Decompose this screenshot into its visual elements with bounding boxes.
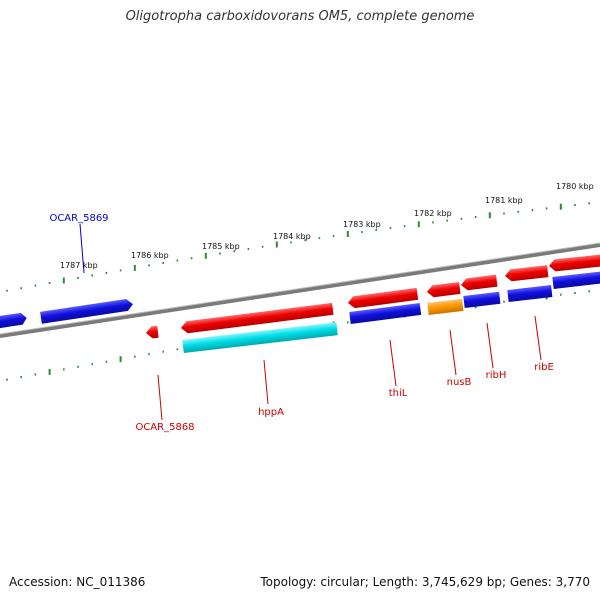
gene-ocar-5869[interactable] (40, 298, 134, 324)
kbp-label-1780: 1780 kbp (556, 182, 594, 191)
leader-thil (389, 339, 397, 387)
kbp-label-1781: 1781 kbp (485, 196, 523, 205)
gene-left-edge[interactable] (0, 312, 28, 330)
gene-ribe-forward[interactable] (504, 265, 549, 282)
kbp-label-1783: 1783 kbp (343, 220, 381, 229)
gene-ocar-5868[interactable] (145, 325, 159, 339)
label-ocar-5868[interactable]: OCAR_5868 (135, 422, 194, 433)
gene-nusb-forward[interactable] (426, 282, 461, 298)
gene-right-edge-blue[interactable] (552, 270, 600, 289)
leader-ribe (534, 315, 542, 361)
label-nusb[interactable]: nusB (447, 377, 472, 388)
gene-thil[interactable] (347, 287, 419, 309)
label-hppa[interactable]: hppA (258, 407, 284, 418)
label-thil[interactable]: thiL (389, 388, 408, 399)
kbp-label-1782: 1782 kbp (414, 209, 452, 218)
leader-ocar-5868 (157, 374, 163, 421)
gene-right-edge-red[interactable] (548, 253, 600, 272)
map-title: Oligotropha carboxidovorans OM5, complet… (125, 9, 475, 24)
kbp-label-1785: 1785 kbp (202, 242, 240, 251)
gene-ribe[interactable] (507, 285, 553, 302)
kbp-label-1786: 1786 kbp (131, 251, 169, 260)
genome-summary-text: Topology: circular; Length: 3,745,629 bp… (260, 575, 590, 589)
gene-ribh[interactable] (463, 291, 501, 308)
genome-backbone (0, 243, 600, 338)
kbp-label-1787: 1787 kbp (60, 261, 98, 270)
accession-text: Accession: NC_011386 (9, 575, 146, 589)
label-ocar-5869[interactable]: OCAR_5869 (49, 213, 108, 224)
leader-nusb (449, 329, 457, 376)
gene-thil-partner[interactable] (349, 303, 422, 324)
gene-ribh-forward[interactable] (460, 274, 498, 291)
label-ribh[interactable]: ribH (486, 370, 507, 381)
kbp-label-1784: 1784 kbp (273, 232, 311, 241)
gene-nusb[interactable] (427, 298, 464, 315)
gene-hppa-rna[interactable] (182, 322, 338, 353)
upper-tick-track (6, 202, 591, 292)
leader-hppa (263, 359, 269, 405)
gene-hppa[interactable] (180, 302, 334, 334)
genome-backbone-highlight (0, 242, 600, 335)
leader-ribh (486, 322, 494, 369)
label-ribe[interactable]: ribE (534, 362, 554, 373)
leader-ocar-5869 (79, 223, 85, 274)
